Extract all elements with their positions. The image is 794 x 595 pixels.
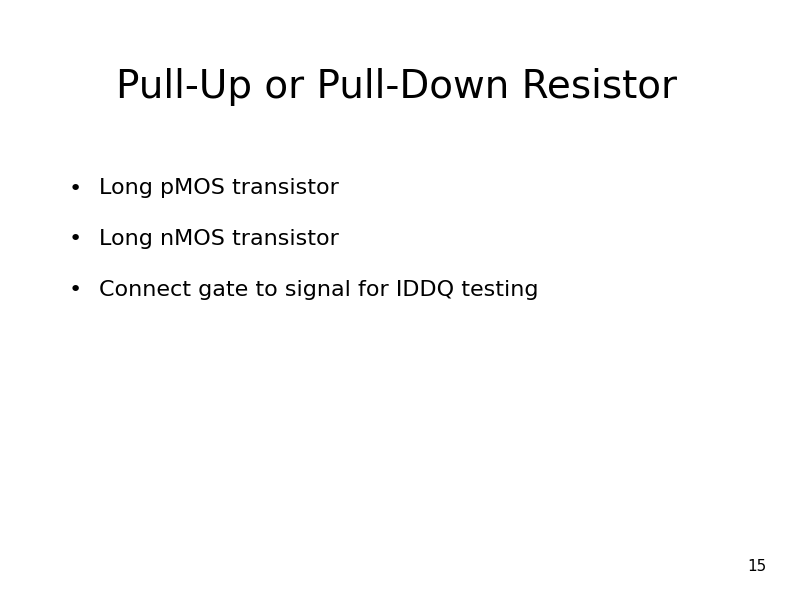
Text: •: • [69,229,82,249]
Text: Pull-Up or Pull-Down Resistor: Pull-Up or Pull-Down Resistor [117,68,677,107]
Text: •: • [69,178,82,199]
Text: 15: 15 [747,559,766,574]
Text: •: • [69,280,82,300]
Text: Connect gate to signal for IDDQ testing: Connect gate to signal for IDDQ testing [99,280,539,300]
Text: Long pMOS transistor: Long pMOS transistor [99,178,339,199]
Text: Long nMOS transistor: Long nMOS transistor [99,229,339,249]
